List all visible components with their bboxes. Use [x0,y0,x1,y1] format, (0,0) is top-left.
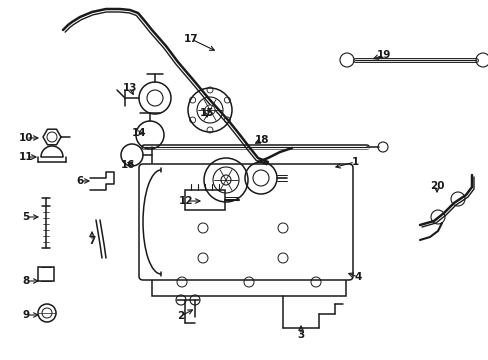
Circle shape [221,175,230,185]
Text: 13: 13 [122,83,137,93]
Text: 20: 20 [429,181,443,191]
Bar [38,267,54,281]
Circle shape [204,105,215,115]
Text: 2: 2 [177,311,184,321]
FancyBboxPatch shape [139,164,352,280]
Text: 8: 8 [22,276,30,286]
Text: 17: 17 [183,34,198,44]
Bar [184,190,224,210]
Text: 15: 15 [199,108,214,118]
Text: 3: 3 [297,330,304,340]
Text: 7: 7 [88,236,96,246]
Text: 19: 19 [376,50,390,60]
Text: 16: 16 [121,160,135,170]
Text: 12: 12 [179,196,193,206]
Text: 9: 9 [22,310,29,320]
Text: 11: 11 [19,152,33,162]
Text: 18: 18 [254,135,269,145]
Text: 5: 5 [22,212,30,222]
Text: 1: 1 [351,157,358,167]
Text: 14: 14 [131,128,146,138]
Text: 4: 4 [354,272,361,282]
Text: 6: 6 [76,176,83,186]
Bar [152,268,346,296]
Text: 10: 10 [19,133,33,143]
